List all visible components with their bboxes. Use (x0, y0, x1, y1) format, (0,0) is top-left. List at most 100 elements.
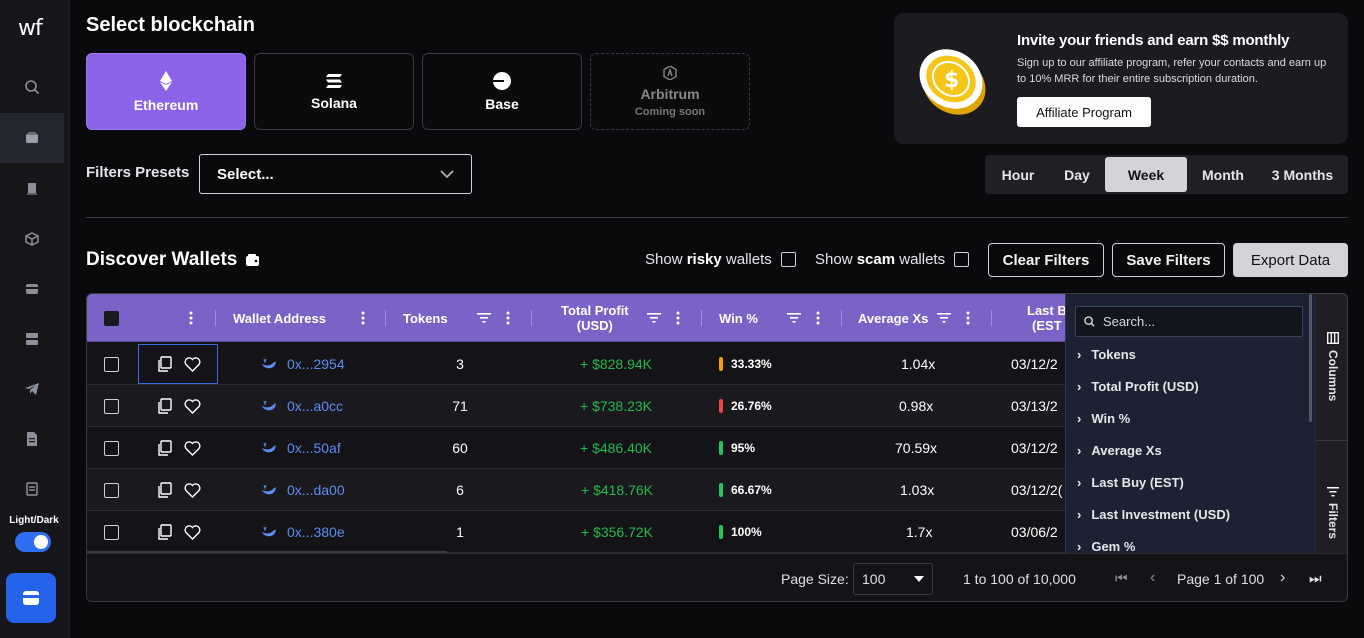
whale-icon (262, 526, 276, 537)
search-icon[interactable] (0, 62, 64, 112)
affiliate-program-button[interactable]: Affiliate Program (1017, 97, 1151, 127)
discover-wallets-title: Discover Wallets (86, 249, 260, 271)
time-week[interactable]: Week (1105, 157, 1187, 192)
heart-icon[interactable] (183, 398, 201, 414)
tokens-cell: 60 (452, 440, 468, 456)
row-checkbox[interactable] (104, 343, 119, 385)
wallet-app-button[interactable] (6, 573, 56, 623)
book-icon[interactable] (0, 164, 64, 214)
copy-icon[interactable] (156, 482, 172, 498)
column-search-input[interactable]: Search... (1075, 306, 1303, 337)
page-size-select[interactable]: 100 (853, 563, 933, 595)
row-checkbox[interactable] (104, 511, 119, 553)
save-filters-button[interactable]: Save Filters (1112, 243, 1225, 277)
base-icon (493, 71, 511, 90)
heart-icon[interactable] (183, 356, 201, 372)
wallet-address[interactable]: 0x...380e (261, 511, 345, 553)
chain-base[interactable]: Base (422, 53, 582, 130)
solana-icon (326, 73, 342, 88)
col-average-xs[interactable]: Average Xs (858, 310, 929, 326)
filter-icon[interactable] (647, 294, 661, 342)
clear-filters-button[interactable]: Clear Filters (988, 243, 1104, 277)
column-menu-icon[interactable] (816, 294, 820, 342)
column-item-last-buy[interactable]: › Last Buy (EST) (1077, 475, 1184, 490)
show-scam-wallets[interactable]: Show scam wallets (815, 251, 970, 268)
column-menu-icon[interactable] (676, 294, 680, 342)
prev-page-icon[interactable]: ‹ (1150, 569, 1156, 586)
chain-ethereum[interactable]: Ethereum (86, 53, 246, 130)
panel-scrollbar[interactable] (1309, 294, 1312, 422)
theme-label: Light/Dark (9, 515, 59, 526)
first-page-icon[interactable]: ⏮ (1115, 570, 1128, 586)
export-data-button[interactable]: Export Data (1233, 243, 1348, 277)
row-range: 1 to 100 of 10,000 (963, 571, 1076, 587)
heart-icon[interactable] (183, 482, 201, 498)
filter-icon[interactable] (937, 294, 951, 342)
scam-checkbox[interactable] (954, 252, 970, 267)
col-last-buy[interactable]: Last B (EST (1027, 303, 1067, 333)
time-3-months[interactable]: 3 Months (1271, 166, 1334, 183)
column-item-win[interactable]: › Win % (1077, 411, 1131, 426)
table-row[interactable]: 0x...50af 60 + $486.40K 95% 70.59x 03/12… (87, 427, 1347, 469)
wallet-address[interactable]: 0x...50af (261, 427, 341, 469)
copy-icon[interactable] (156, 524, 172, 540)
heart-icon[interactable] (183, 524, 201, 540)
affiliate-title: Invite your friends and earn $$ monthly (1017, 32, 1290, 49)
tab-columns[interactable]: Columns (1316, 332, 1347, 401)
server-icon[interactable] (0, 314, 64, 364)
column-item-last-investment[interactable]: › Last Investment (USD) (1077, 507, 1231, 522)
next-page-icon[interactable]: › (1280, 569, 1286, 586)
row-checkbox[interactable] (104, 427, 119, 469)
tokens-cell: 3 (456, 356, 464, 372)
row-checkbox[interactable] (104, 469, 119, 511)
filter-icon[interactable] (477, 294, 491, 342)
copy-icon[interactable] (156, 440, 172, 456)
col-tokens[interactable]: Tokens (403, 310, 448, 326)
risky-checkbox[interactable] (780, 252, 796, 267)
heart-icon[interactable] (183, 440, 201, 456)
copy-icon[interactable] (156, 356, 172, 372)
last-page-icon[interactable]: ⏭ (1309, 570, 1322, 586)
column-menu-icon[interactable] (966, 294, 970, 342)
filters-presets-select[interactable]: Select... (199, 154, 472, 194)
column-menu-icon[interactable] (506, 294, 510, 342)
avg-cell: 70.59x (895, 440, 938, 456)
column-item-total-profit[interactable]: › Total Profit (USD) (1077, 379, 1199, 394)
telegram-icon[interactable] (0, 364, 64, 414)
copy-icon[interactable] (156, 398, 172, 414)
wallet-address[interactable]: 0x...2954 (261, 343, 345, 385)
tab-filters[interactable]: Filters (1316, 487, 1347, 539)
wallet-address[interactable]: 0x...da00 (261, 469, 345, 511)
show-risky-wallets[interactable]: Show risky wallets (645, 251, 796, 268)
col-wallet-address[interactable]: Wallet Address (233, 310, 326, 326)
whale-icon (262, 358, 276, 369)
document-icon[interactable] (0, 414, 64, 464)
card-icon[interactable] (0, 264, 64, 314)
column-menu-icon[interactable] (189, 294, 193, 342)
col-win-percent[interactable]: Win % (719, 310, 758, 326)
chain-solana[interactable]: Solana (254, 53, 414, 130)
select-all-checkbox[interactable] (104, 294, 119, 342)
table-row[interactable]: 0x...2954 3 + $828.94K 33.33% 1.04x 03/1… (87, 343, 1347, 385)
wallet-address[interactable]: 0x...a0cc (261, 385, 343, 427)
filter-icon[interactable] (787, 294, 801, 342)
column-menu-icon[interactable] (361, 294, 365, 342)
col-total-profit[interactable]: Total Profit (USD) (561, 303, 629, 333)
column-item-gem[interactable]: › Gem % (1077, 539, 1136, 554)
win-cell: 95% (719, 427, 755, 469)
time-day[interactable]: Day (1064, 166, 1090, 183)
win-cell: 33.33% (719, 343, 772, 385)
theme-toggle[interactable] (15, 532, 51, 552)
row-actions (138, 469, 218, 511)
chevron-right-icon: › (1077, 379, 1082, 394)
column-item-tokens[interactable]: › Tokens (1077, 347, 1136, 362)
time-month[interactable]: Month (1202, 166, 1244, 183)
column-item-average-xs[interactable]: › Average Xs (1077, 443, 1162, 458)
row-checkbox[interactable] (104, 385, 119, 427)
cube-icon[interactable] (0, 214, 64, 264)
time-hour[interactable]: Hour (1001, 166, 1035, 183)
receipt-icon[interactable] (0, 464, 64, 514)
horizontal-scrollbar[interactable] (87, 551, 447, 553)
wallet-icon[interactable] (0, 113, 64, 163)
table-row[interactable]: 0x...380e 1 + $356.72K 100% 1.7x 03/06/2 (87, 511, 1347, 553)
